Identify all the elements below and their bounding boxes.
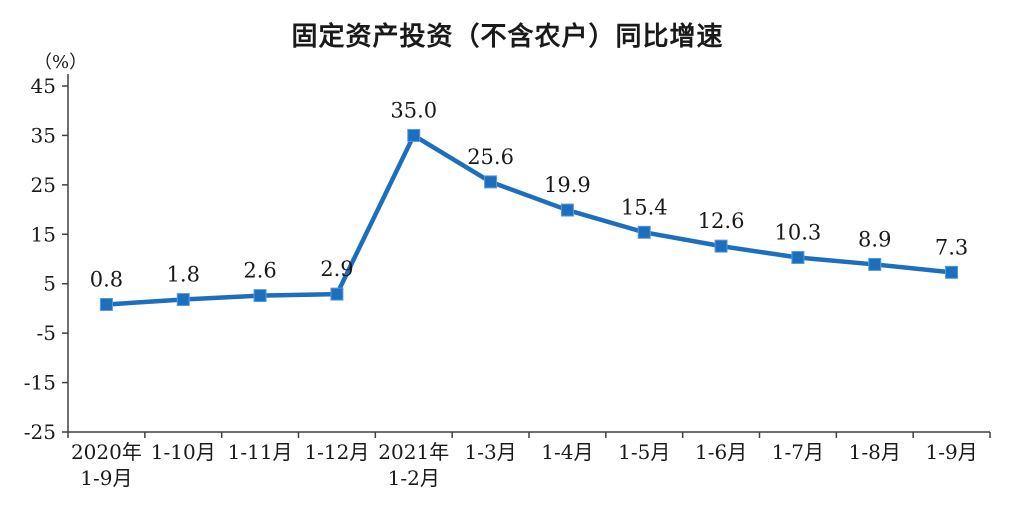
data-label: 12.6 — [698, 209, 745, 233]
x-axis-label: 1-2月 — [388, 466, 440, 490]
data-point — [637, 225, 651, 239]
data-point — [560, 203, 574, 217]
chart-title: 固定资产投资（不含农户）同比增速 — [291, 22, 724, 52]
data-point — [330, 287, 344, 301]
data-label: 19.9 — [544, 173, 591, 197]
data-label: 15.4 — [621, 195, 668, 219]
y-tick-label: 25 — [31, 173, 56, 197]
data-point — [714, 239, 728, 253]
x-axis-label: 1-10月 — [151, 440, 216, 464]
data-label: 2.9 — [320, 257, 353, 281]
data-point — [484, 175, 498, 189]
y-tick-label: 5 — [43, 272, 56, 296]
y-axis-unit-label: （%） — [34, 52, 88, 73]
data-point — [99, 297, 113, 311]
y-tick-label: -15 — [24, 371, 56, 395]
data-label: 7.3 — [935, 235, 968, 259]
data-label: 2.6 — [243, 259, 276, 283]
y-tick-label: -5 — [37, 321, 56, 345]
data-point — [176, 293, 190, 307]
data-label: 0.8 — [90, 267, 123, 291]
x-axis-label: 1-4月 — [541, 440, 593, 464]
y-tick-label: 35 — [31, 123, 56, 147]
x-axis-label: 1-12月 — [304, 440, 369, 464]
data-point — [868, 257, 882, 271]
x-axis-label: 1-9月 — [925, 440, 977, 464]
x-axis-label: 2020年 — [71, 440, 142, 464]
y-tick-label: -25 — [24, 420, 56, 444]
data-label: 8.9 — [858, 227, 891, 251]
data-point — [945, 265, 959, 279]
x-axis-label: 1-9月 — [80, 466, 132, 490]
x-axis-label: 1-5月 — [618, 440, 670, 464]
x-axis-label: 1-3月 — [464, 440, 516, 464]
data-point — [791, 251, 805, 265]
data-label: 25.6 — [467, 145, 514, 169]
y-tick-label: 15 — [31, 222, 56, 246]
y-tick-label: 45 — [31, 74, 56, 98]
x-axis-label: 1-7月 — [772, 440, 824, 464]
data-label: 10.3 — [775, 221, 822, 245]
data-label: 35.0 — [390, 98, 437, 122]
x-axis-label: 1-11月 — [228, 440, 293, 464]
x-axis-label: 1-8月 — [849, 440, 901, 464]
data-line — [104, 133, 954, 307]
x-axis-label: 2021年 — [378, 440, 449, 464]
data-label: 1.8 — [167, 263, 200, 287]
data-point — [253, 289, 267, 303]
x-axis-label: 1-6月 — [695, 440, 747, 464]
data-point — [407, 128, 421, 142]
